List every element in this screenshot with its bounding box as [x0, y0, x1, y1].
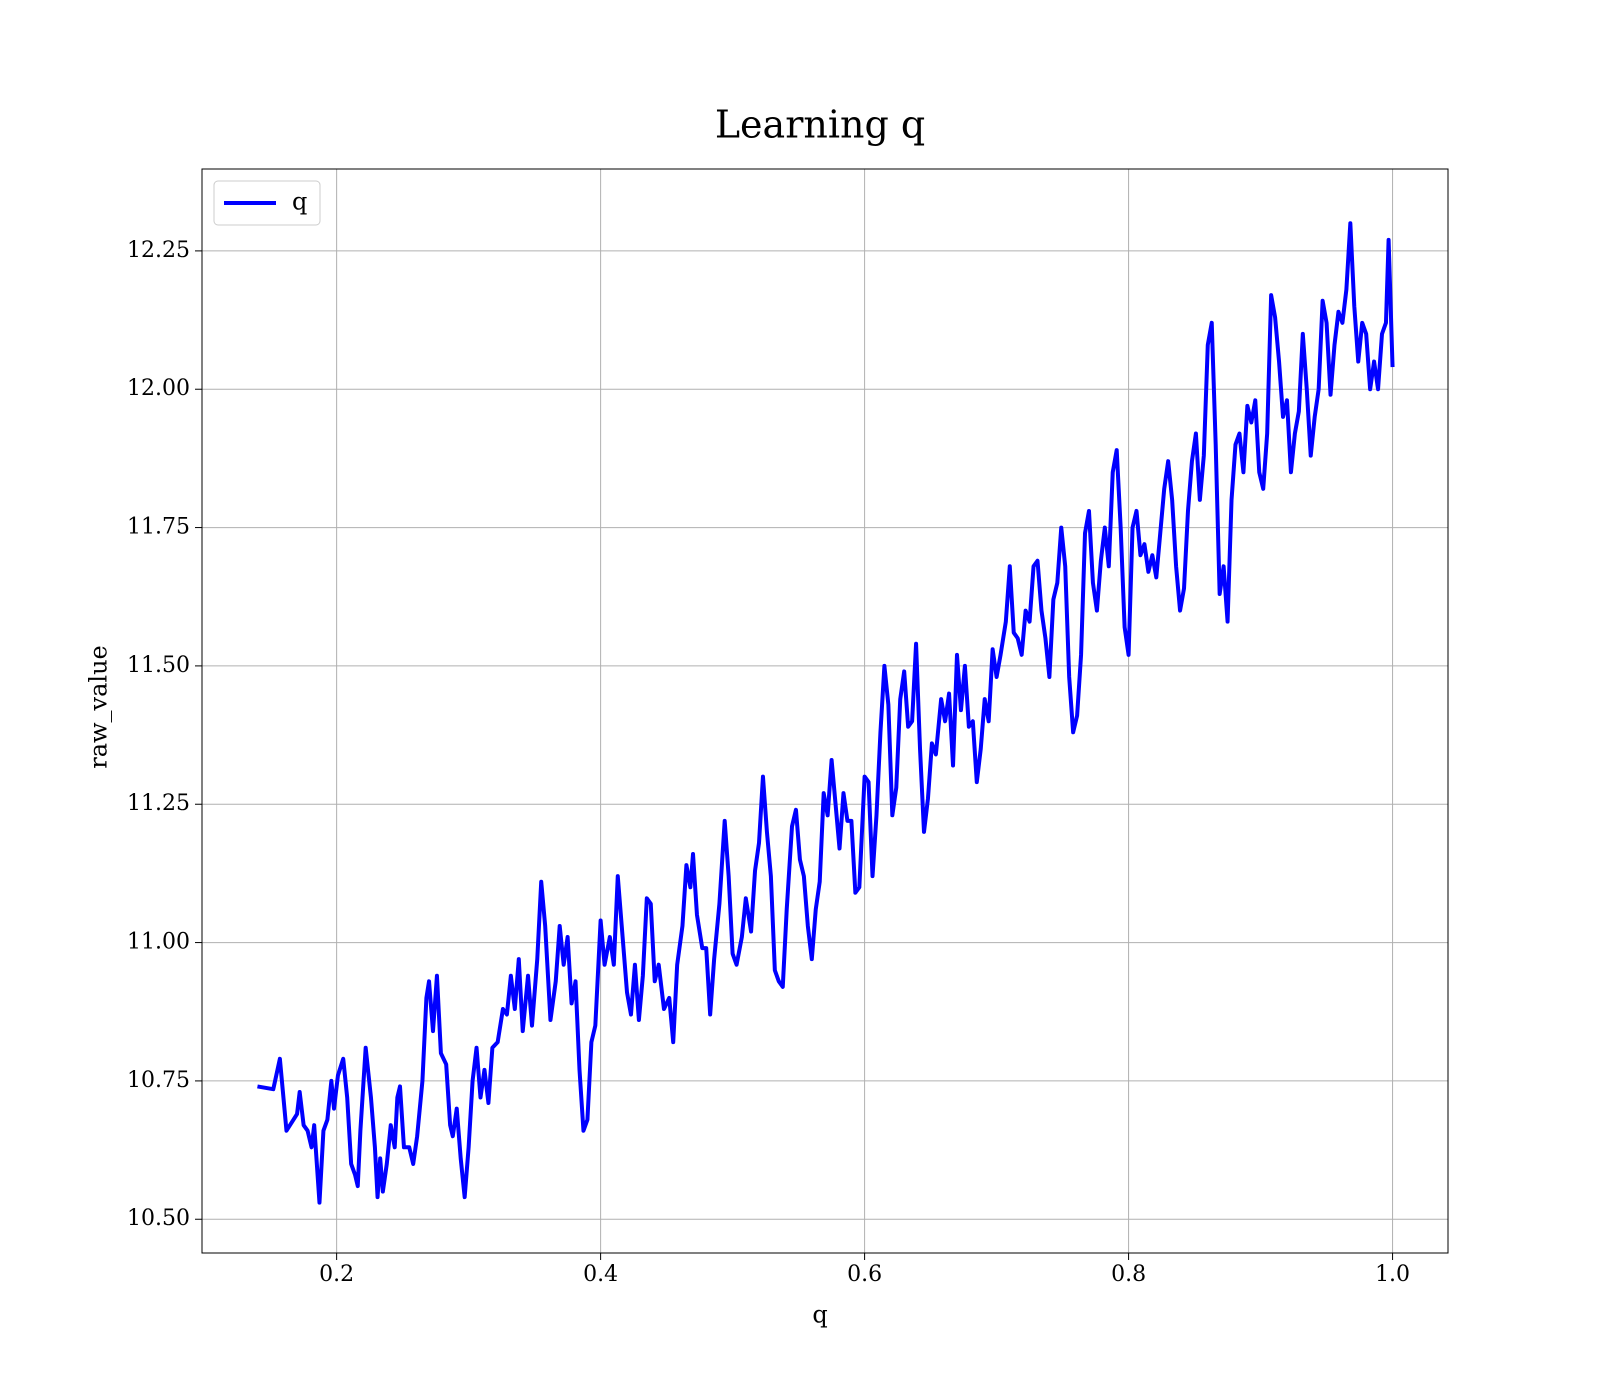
- x-tick-label: 0.2: [319, 1262, 354, 1287]
- y-tick-label: 11.00: [127, 930, 190, 955]
- plot-frame: [201, 168, 1449, 1254]
- x-tick-label: 0.4: [583, 1262, 618, 1287]
- y-tick-label: 10.75: [127, 1068, 190, 1093]
- y-tick-label: 12.00: [127, 376, 190, 401]
- chart-title: Learning q: [715, 103, 925, 147]
- y-axis-label: raw_value: [85, 645, 113, 769]
- x-tick-label: 0.6: [847, 1262, 882, 1287]
- line-series: [257, 221, 1395, 1205]
- y-tick-label: 11.25: [127, 791, 190, 816]
- x-tick-label: 1.0: [1375, 1262, 1410, 1287]
- y-tick-label: 11.75: [127, 515, 190, 540]
- legend-label: q: [292, 188, 307, 216]
- y-tick-label: 12.25: [127, 238, 190, 263]
- x-tick-label: 0.8: [1111, 1262, 1146, 1287]
- y-tick-label: 11.50: [127, 653, 190, 678]
- x-axis-label: q: [812, 1301, 827, 1329]
- y-tick-label: 10.50: [127, 1206, 190, 1231]
